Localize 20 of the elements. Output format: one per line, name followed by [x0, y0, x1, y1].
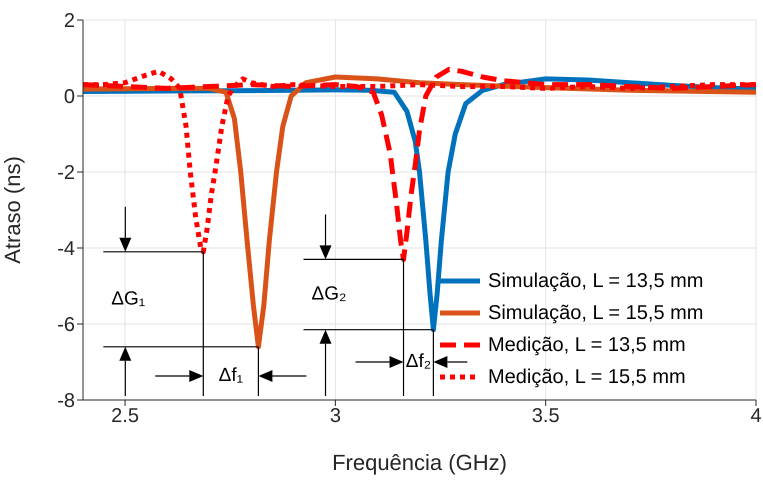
- x-tick-label: 4: [750, 405, 762, 428]
- y-tick-label: 0: [64, 86, 75, 108]
- y-tick-label: -6: [57, 314, 75, 336]
- annotation: ΔG₂: [312, 284, 346, 305]
- y-tick-label: -4: [57, 238, 75, 260]
- legend-label: Simulação, L = 15,5 mm: [488, 301, 704, 326]
- legend-label: Medição, L = 15,5 mm: [488, 365, 686, 390]
- annotation: Δf₂: [406, 351, 432, 372]
- legend-label: Simulação, L = 13,5 mm: [488, 269, 704, 294]
- y-tick-label: 2: [64, 10, 75, 32]
- x-axis-title: Frequência (GHz): [332, 450, 507, 475]
- annotation: Δf₁: [218, 365, 244, 386]
- annotation: ΔG₁: [111, 288, 146, 310]
- y-tick-label: -2: [57, 162, 75, 184]
- x-tick-label: 3.5: [532, 405, 560, 428]
- y-axis-title: Atraso (ns): [0, 156, 25, 264]
- legend-label: Medição, L = 13,5 mm: [488, 333, 686, 358]
- y-tick-label: -8: [57, 390, 75, 412]
- x-tick-label: 2.5: [111, 405, 139, 428]
- x-tick-label: 3: [330, 405, 341, 428]
